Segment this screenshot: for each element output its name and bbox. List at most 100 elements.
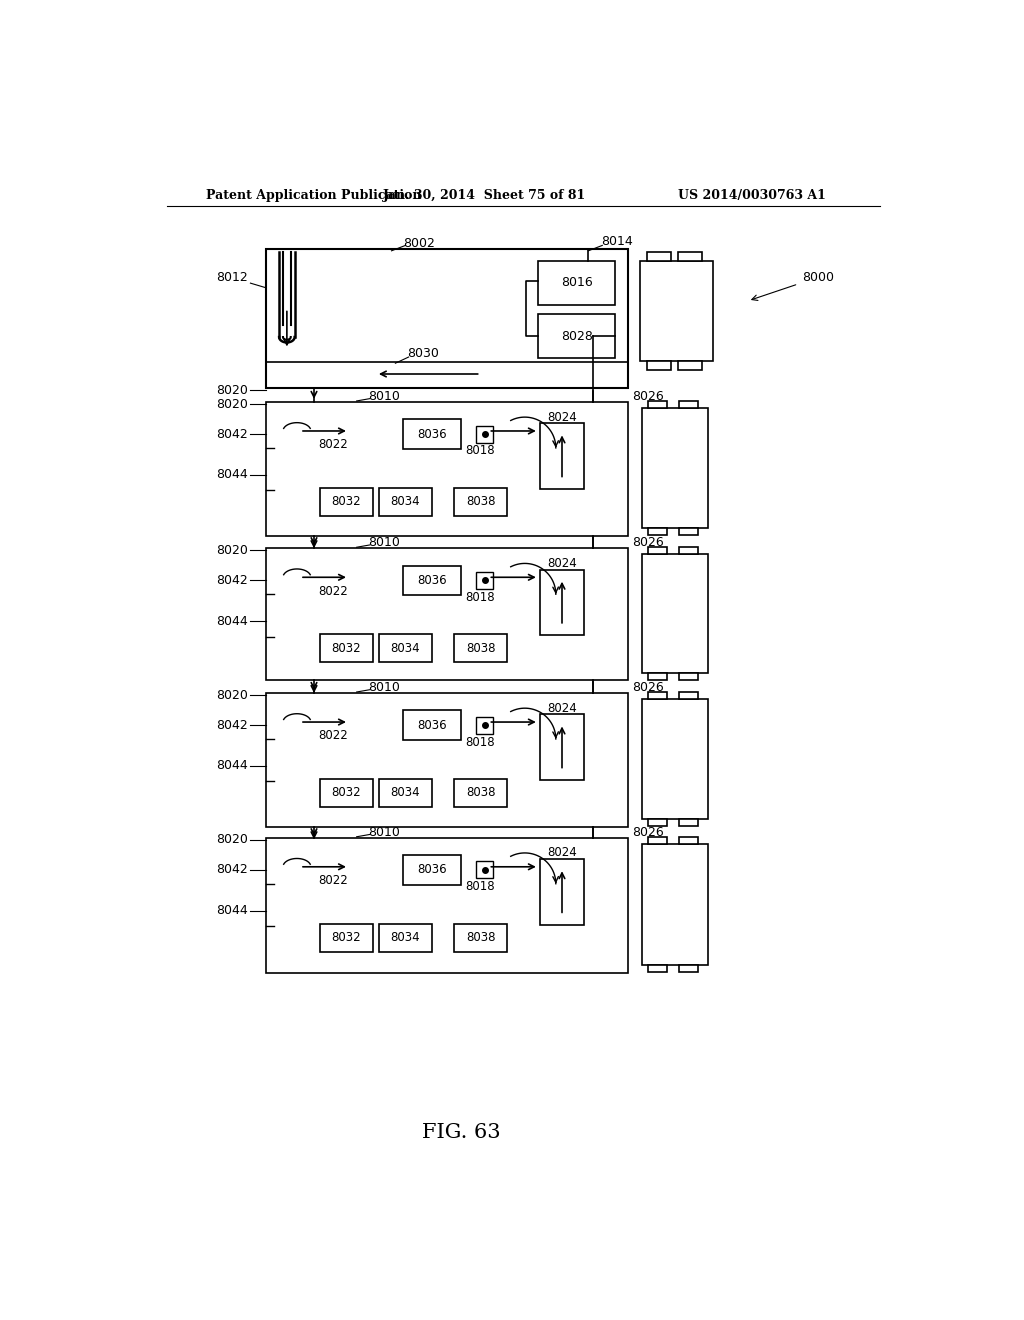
Text: 8030: 8030	[407, 347, 439, 360]
Bar	[403, 710, 461, 739]
Bar	[455, 779, 507, 807]
Bar	[642, 408, 708, 528]
Text: Jan. 30, 2014  Sheet 75 of 81: Jan. 30, 2014 Sheet 75 of 81	[383, 189, 586, 202]
Text: 8020: 8020	[216, 384, 248, 397]
Text: 8032: 8032	[332, 787, 361, 800]
Bar	[540, 570, 585, 635]
Bar	[678, 252, 701, 261]
Text: 8042: 8042	[216, 718, 248, 731]
Bar	[379, 924, 432, 952]
Bar	[476, 572, 493, 589]
Text: 8018: 8018	[465, 735, 495, 748]
Bar	[455, 924, 507, 952]
Text: 8026: 8026	[632, 536, 664, 549]
Text: 8010: 8010	[369, 681, 400, 694]
Text: 8044: 8044	[216, 615, 248, 628]
Text: Patent Application Publication: Patent Application Publication	[206, 189, 421, 202]
Bar	[679, 837, 698, 843]
Bar	[648, 818, 668, 826]
Text: 8042: 8042	[216, 574, 248, 587]
Bar	[476, 425, 493, 442]
Bar	[679, 692, 698, 700]
Bar	[538, 314, 615, 358]
Bar	[476, 862, 493, 878]
Text: 8024: 8024	[547, 557, 577, 570]
Text: 8020: 8020	[216, 833, 248, 846]
Bar	[321, 635, 373, 663]
Bar	[455, 488, 507, 516]
Text: 8010: 8010	[369, 536, 400, 549]
Text: 8018: 8018	[465, 445, 495, 458]
Bar	[266, 837, 628, 973]
Bar	[538, 261, 615, 305]
Bar	[679, 673, 698, 680]
Text: 8012: 8012	[216, 271, 248, 284]
Bar	[648, 673, 668, 680]
Bar	[321, 779, 373, 807]
Text: 8020: 8020	[216, 397, 248, 411]
Bar	[679, 528, 698, 535]
Text: 8032: 8032	[332, 931, 361, 944]
Bar	[540, 424, 585, 488]
Text: 8016: 8016	[561, 276, 593, 289]
Text: 8034: 8034	[390, 495, 420, 508]
Bar	[648, 528, 668, 535]
Bar	[647, 360, 671, 370]
Text: 8018: 8018	[465, 880, 495, 894]
Text: 8038: 8038	[466, 495, 496, 508]
Bar	[648, 837, 668, 843]
Text: 8024: 8024	[547, 702, 577, 714]
Bar	[379, 635, 432, 663]
Text: 8022: 8022	[317, 585, 347, 598]
Bar	[266, 693, 628, 826]
Text: 8044: 8044	[216, 759, 248, 772]
Bar	[379, 488, 432, 516]
Bar	[648, 692, 668, 700]
Bar	[678, 360, 701, 370]
Bar	[648, 965, 668, 973]
Bar	[679, 965, 698, 973]
Text: 8038: 8038	[466, 787, 496, 800]
Bar	[403, 566, 461, 595]
Text: 8022: 8022	[317, 730, 347, 742]
Text: 8036: 8036	[417, 718, 446, 731]
Text: 8028: 8028	[561, 330, 593, 343]
Text: FIG. 63: FIG. 63	[422, 1123, 501, 1142]
Text: 8010: 8010	[369, 389, 400, 403]
Text: 8020: 8020	[216, 689, 248, 702]
Text: 8034: 8034	[390, 787, 420, 800]
Bar	[403, 855, 461, 884]
Bar	[266, 249, 628, 388]
Text: 8022: 8022	[317, 874, 347, 887]
Text: 8044: 8044	[216, 904, 248, 917]
Bar	[648, 401, 668, 408]
Bar	[640, 261, 713, 360]
Bar	[679, 401, 698, 408]
Bar	[642, 554, 708, 673]
Bar	[679, 818, 698, 826]
Bar	[679, 548, 698, 554]
Text: 8032: 8032	[332, 495, 361, 508]
Text: 8024: 8024	[547, 846, 577, 859]
Text: 8022: 8022	[317, 438, 347, 451]
Text: 8036: 8036	[417, 863, 446, 876]
Bar	[379, 779, 432, 807]
Text: 8018: 8018	[465, 591, 495, 603]
Text: 8026: 8026	[632, 681, 664, 694]
Text: 8038: 8038	[466, 642, 496, 655]
Bar	[540, 859, 585, 924]
Text: 8002: 8002	[403, 236, 435, 249]
Text: 8032: 8032	[332, 642, 361, 655]
Text: 8014: 8014	[601, 235, 633, 248]
Text: 8042: 8042	[216, 428, 248, 441]
Bar	[266, 548, 628, 681]
Bar	[321, 924, 373, 952]
Text: 8010: 8010	[369, 825, 400, 838]
Bar	[403, 420, 461, 449]
Text: 8024: 8024	[547, 411, 577, 424]
Text: 8044: 8044	[216, 469, 248, 482]
Bar	[476, 717, 493, 734]
Text: 8042: 8042	[216, 863, 248, 876]
Text: 8020: 8020	[216, 544, 248, 557]
Bar	[642, 843, 708, 965]
